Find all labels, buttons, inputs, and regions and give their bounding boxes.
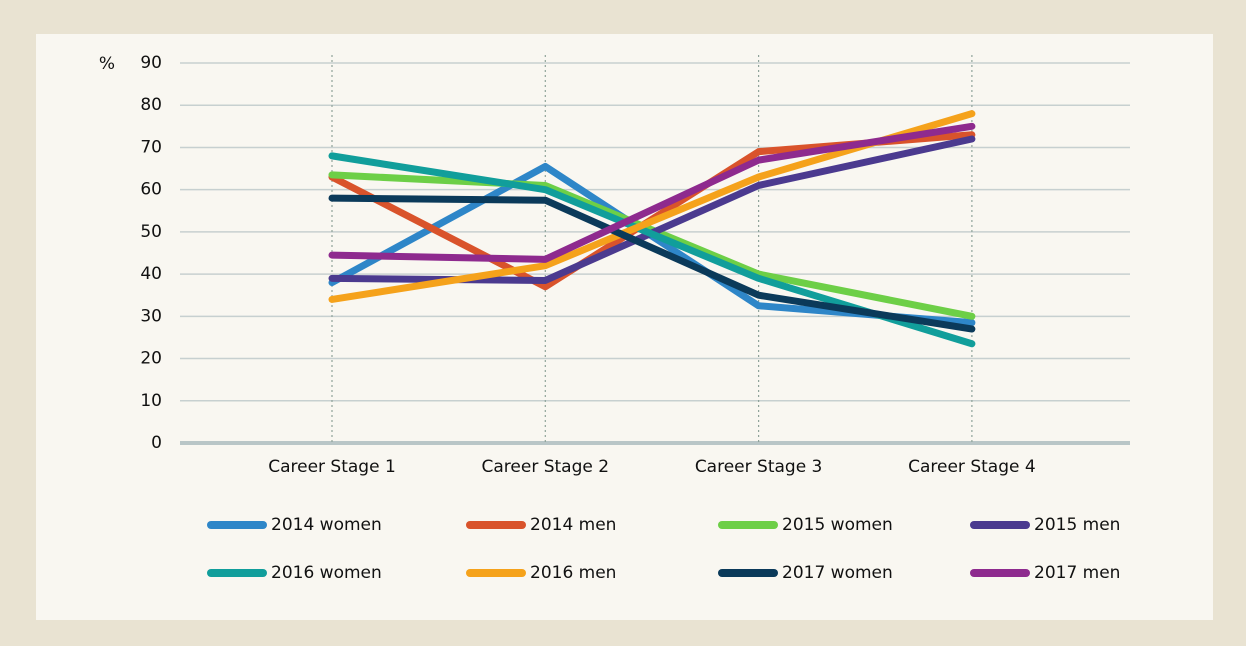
y-tick-label: 70 [140,137,162,157]
series-line [328,122,976,263]
legend-label: 2014 men [530,515,616,535]
legend-label: 2016 men [530,563,616,583]
legend-label: 2014 women [271,515,382,535]
x-tick-label: Career Stage 1 [268,457,396,477]
y-tick-label: 20 [140,349,162,369]
legend-label: 2015 men [1034,515,1120,535]
y-tick-label: 40 [140,264,162,284]
legend-label: 2017 men [1034,563,1120,583]
y-tick-label: 10 [140,391,162,411]
x-tick-label: Career Stage 3 [695,457,823,477]
x-tick-label: Career Stage 2 [482,457,610,477]
y-tick-label: 50 [140,222,162,242]
legend-label: 2016 women [271,563,382,583]
series-line [328,194,976,333]
legend-label: 2015 women [782,515,893,535]
y-tick-label: 80 [140,95,162,115]
y-tick-label: 0 [151,433,162,453]
legend-label: 2017 women [782,563,893,583]
x-tick-label: Career Stage 4 [908,457,1036,477]
y-tick-label: 90 [140,53,162,73]
y-tick-label: 30 [140,306,162,326]
y-axis-label: % [99,54,115,74]
y-tick-label: 60 [140,180,162,200]
